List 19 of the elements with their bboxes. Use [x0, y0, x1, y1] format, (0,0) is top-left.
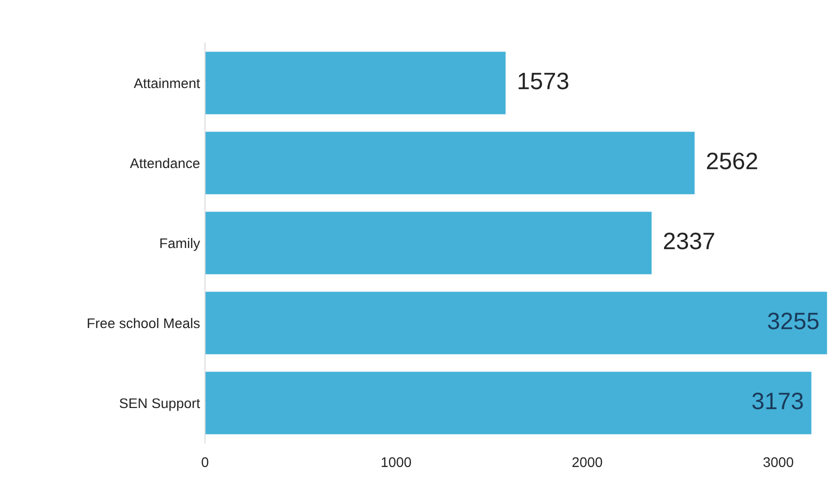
bar [205, 212, 652, 274]
data-label: 2337 [664, 232, 714, 250]
data-label: 3173 [752, 392, 803, 410]
data-label: 1573 [518, 72, 568, 90]
data-label: 2562 [707, 152, 758, 170]
bar [205, 132, 695, 194]
y-tick-label: Free school Meals [88, 318, 200, 328]
x-tick-label: 2000 [572, 457, 602, 468]
y-tick-label: Family [160, 238, 200, 251]
bar [205, 292, 828, 354]
bar [205, 372, 812, 434]
x-tick-label: 1000 [382, 457, 412, 468]
y-tick-label: Attainment [134, 78, 200, 88]
data-label: 3255 [768, 312, 819, 330]
y-tick-label: Attendance [130, 158, 200, 168]
x-tick-label: 3000 [763, 457, 794, 468]
x-tick-label: 0 [202, 457, 208, 468]
bar [205, 52, 506, 114]
y-tick-label: SEN Support [120, 398, 200, 411]
